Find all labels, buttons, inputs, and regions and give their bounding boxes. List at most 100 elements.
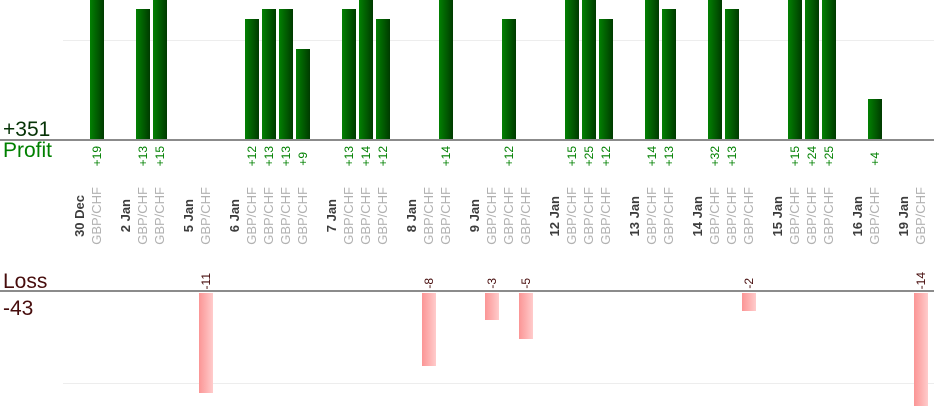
loss-value-label: -3 bbox=[484, 261, 501, 289]
profit-value-text: +19 bbox=[89, 145, 104, 166]
profit-value-label: +15 bbox=[152, 142, 169, 166]
profit-axis-line bbox=[0, 139, 934, 141]
date-label-text: 16 Jan bbox=[850, 195, 866, 237]
symbol-label: GBP/CHF bbox=[598, 182, 615, 250]
symbol-label-text: GBP/CHF bbox=[438, 187, 454, 245]
trade-column: +19 GBP/CHF bbox=[89, 0, 106, 420]
profit-value-label: +13 bbox=[341, 142, 358, 166]
symbol-label: GBP/CHF bbox=[244, 182, 261, 250]
symbol-label-text: GBP/CHF bbox=[261, 187, 277, 245]
profit-value-label: +25 bbox=[821, 142, 838, 166]
date-group: 13 Jan +14 GBP/CHF +13 GBP/CHF bbox=[627, 0, 678, 420]
loss-value-text: -2 bbox=[741, 278, 756, 289]
date-group: 2 Jan +13 GBP/CHF +15 GBP/CHF bbox=[118, 0, 169, 420]
profit-value-text: +12 bbox=[501, 145, 516, 166]
profit-value-text: +13 bbox=[261, 145, 276, 166]
profit-value-label: +9 bbox=[295, 142, 312, 166]
date-group: 5 Jan -11 GBP/CHF bbox=[181, 0, 215, 420]
date-column: 12 Jan bbox=[547, 0, 564, 420]
profit-value-label: +15 bbox=[564, 142, 581, 166]
symbol-label-text: GBP/CHF bbox=[152, 187, 168, 245]
trade-column: +14 GBP/CHF bbox=[438, 0, 455, 420]
symbol-label-text: GBP/CHF bbox=[644, 187, 660, 245]
profit-gridline bbox=[63, 40, 934, 41]
date-label: 13 Jan bbox=[627, 182, 644, 250]
date-label: 12 Jan bbox=[547, 182, 564, 250]
profit-bar bbox=[708, 0, 722, 139]
symbol-label-text: GBP/CHF bbox=[564, 187, 580, 245]
symbol-label: GBP/CHF bbox=[867, 182, 884, 250]
profit-value-label: +14 bbox=[644, 142, 661, 166]
trade-column: -8 GBP/CHF bbox=[421, 0, 438, 420]
date-label-text: 6 Jan bbox=[227, 199, 243, 233]
symbol-label: GBP/CHF bbox=[787, 182, 804, 250]
profit-bar bbox=[662, 9, 676, 139]
profit-value-text: +25 bbox=[821, 145, 836, 166]
symbol-label: GBP/CHF bbox=[341, 182, 358, 250]
profit-value-text: +15 bbox=[787, 145, 802, 166]
date-label: 30 Dec bbox=[72, 182, 89, 250]
profit-value-label: +32 bbox=[707, 142, 724, 166]
symbol-label: GBP/CHF bbox=[152, 182, 169, 250]
trade-column: +9 GBP/CHF bbox=[295, 0, 312, 420]
date-column: 14 Jan bbox=[690, 0, 707, 420]
loss-value-label: -14 bbox=[913, 261, 930, 289]
trade-column: -5 GBP/CHF bbox=[518, 0, 535, 420]
symbol-label-text: GBP/CHF bbox=[341, 187, 357, 245]
symbol-label-text: GBP/CHF bbox=[867, 187, 883, 245]
profit-bar bbox=[822, 0, 836, 139]
symbol-label-text: GBP/CHF bbox=[198, 187, 214, 245]
date-group: 12 Jan +15 GBP/CHF +25 GBP/CHF +12 GBP/CHF bbox=[547, 0, 615, 420]
profit-bar bbox=[153, 0, 167, 139]
profit-bar bbox=[439, 0, 453, 139]
loss-axis-line bbox=[0, 290, 934, 292]
profit-bar bbox=[90, 0, 104, 139]
profit-bar bbox=[262, 9, 276, 139]
symbol-label-text: GBP/CHF bbox=[581, 187, 597, 245]
date-column: 16 Jan bbox=[850, 0, 867, 420]
symbol-label-text: GBP/CHF bbox=[804, 187, 820, 245]
profit-value-text: +9 bbox=[295, 152, 310, 166]
loss-value-text: -8 bbox=[421, 278, 436, 289]
profit-value-label: +13 bbox=[724, 142, 741, 166]
loss-value-text: -14 bbox=[913, 271, 928, 289]
date-group: 15 Jan +15 GBP/CHF +24 GBP/CHF +25 GBP/CHF bbox=[770, 0, 838, 420]
trade-column: +13 GBP/CHF bbox=[278, 0, 295, 420]
date-label: 19 Jan bbox=[896, 182, 913, 250]
loss-value-label: -11 bbox=[198, 261, 215, 289]
date-column: 2 Jan bbox=[118, 0, 135, 420]
symbol-label-text: GBP/CHF bbox=[741, 187, 757, 245]
symbol-label-text: GBP/CHF bbox=[278, 187, 294, 245]
trade-column: +15 GBP/CHF bbox=[787, 0, 804, 420]
profit-value-label: +14 bbox=[438, 142, 455, 166]
date-label: 16 Jan bbox=[850, 182, 867, 250]
profit-value-text: +24 bbox=[804, 145, 819, 166]
symbol-label-text: GBP/CHF bbox=[707, 187, 723, 245]
profit-value-text: +13 bbox=[135, 145, 150, 166]
symbol-label-text: GBP/CHF bbox=[518, 187, 534, 245]
profit-value-label: +4 bbox=[867, 142, 884, 166]
profit-bar bbox=[502, 19, 516, 139]
date-column: 13 Jan bbox=[627, 0, 644, 420]
symbol-label: GBP/CHF bbox=[724, 182, 741, 250]
date-label: 8 Jan bbox=[404, 182, 421, 250]
profit-value-text: +12 bbox=[375, 145, 390, 166]
loss-value-text: -11 bbox=[198, 272, 213, 289]
symbol-label-text: GBP/CHF bbox=[421, 187, 437, 245]
trade-column: +12 GBP/CHF bbox=[598, 0, 615, 420]
profit-value-text: +13 bbox=[724, 145, 739, 166]
loss-gridline bbox=[63, 383, 934, 384]
profit-value-text: +32 bbox=[707, 145, 722, 166]
date-label-text: 14 Jan bbox=[690, 195, 706, 237]
profit-value-text: +15 bbox=[152, 145, 167, 166]
symbol-label-text: GBP/CHF bbox=[375, 187, 391, 245]
date-label: 2 Jan bbox=[118, 182, 135, 250]
profit-value-text: +15 bbox=[564, 145, 579, 166]
symbol-label-text: GBP/CHF bbox=[295, 187, 311, 245]
trade-column: +15 GBP/CHF bbox=[564, 0, 581, 420]
profit-bar bbox=[342, 9, 356, 139]
profit-bar bbox=[245, 19, 259, 139]
profit-value-label: +13 bbox=[661, 142, 678, 166]
symbol-label: GBP/CHF bbox=[741, 182, 758, 250]
profit-bar bbox=[599, 19, 613, 139]
